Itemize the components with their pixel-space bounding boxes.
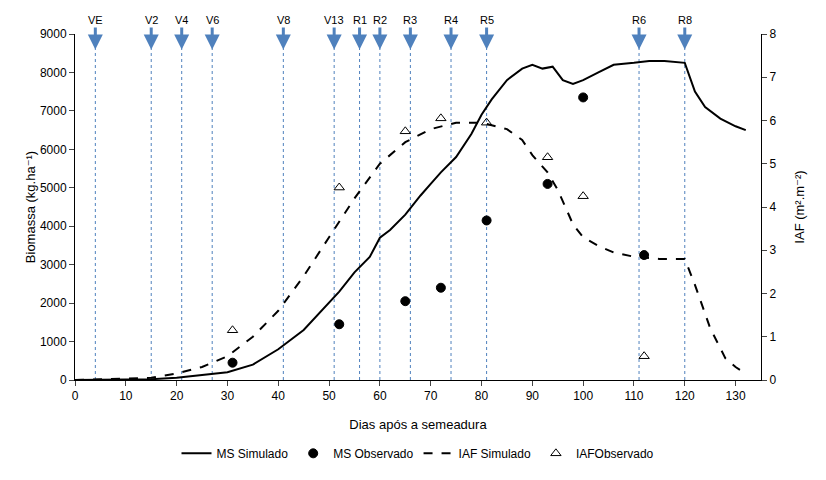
svg-text:20: 20 xyxy=(170,389,184,403)
svg-text:R1: R1 xyxy=(353,14,367,26)
svg-text:7: 7 xyxy=(769,70,776,84)
svg-text:40: 40 xyxy=(272,389,286,403)
svg-text:8: 8 xyxy=(769,27,776,41)
svg-text:V13: V13 xyxy=(324,14,344,26)
svg-text:Dias após a semeadura: Dias após a semeadura xyxy=(349,417,487,432)
svg-text:V2: V2 xyxy=(145,14,158,26)
svg-text:4: 4 xyxy=(769,200,776,214)
svg-text:1: 1 xyxy=(769,330,776,344)
svg-text:50: 50 xyxy=(322,389,336,403)
svg-text:V4: V4 xyxy=(175,14,188,26)
svg-text:10: 10 xyxy=(119,389,133,403)
svg-text:2: 2 xyxy=(769,287,776,301)
svg-text:R8: R8 xyxy=(678,14,692,26)
svg-text:4000: 4000 xyxy=(40,219,67,233)
svg-text:Biomassa (kg.ha⁻¹): Biomassa (kg.ha⁻¹) xyxy=(23,151,38,263)
svg-text:60: 60 xyxy=(373,389,387,403)
svg-text:70: 70 xyxy=(424,389,438,403)
svg-text:R4: R4 xyxy=(444,14,458,26)
svg-text:0: 0 xyxy=(60,373,67,387)
svg-text:1000: 1000 xyxy=(40,335,67,349)
svg-text:9000: 9000 xyxy=(40,27,67,41)
svg-text:IAFObservado: IAFObservado xyxy=(576,447,654,461)
svg-text:120: 120 xyxy=(675,389,695,403)
svg-text:7000: 7000 xyxy=(40,104,67,118)
svg-text:R5: R5 xyxy=(480,14,494,26)
svg-text:100: 100 xyxy=(573,389,593,403)
svg-text:V8: V8 xyxy=(277,14,290,26)
svg-text:110: 110 xyxy=(624,389,643,403)
svg-text:130: 130 xyxy=(726,389,746,403)
svg-text:3000: 3000 xyxy=(40,258,67,272)
svg-text:IAF (m².m⁻²): IAF (m².m⁻²) xyxy=(792,170,807,243)
svg-text:R6: R6 xyxy=(632,14,646,26)
svg-text:80: 80 xyxy=(475,389,489,403)
svg-text:IAF Simulado: IAF Simulado xyxy=(459,447,531,461)
svg-text:0: 0 xyxy=(769,373,776,387)
svg-text:3: 3 xyxy=(769,243,776,257)
svg-text:8000: 8000 xyxy=(40,66,67,80)
svg-text:VE: VE xyxy=(88,14,103,26)
svg-text:0: 0 xyxy=(72,389,79,403)
svg-text:V6: V6 xyxy=(206,14,219,26)
svg-text:R3: R3 xyxy=(403,14,417,26)
svg-text:30: 30 xyxy=(221,389,235,403)
svg-text:90: 90 xyxy=(526,389,540,403)
svg-text:5: 5 xyxy=(769,157,776,171)
svg-text:2000: 2000 xyxy=(40,296,67,310)
svg-text:MS Observado: MS Observado xyxy=(333,447,413,461)
svg-text:R2: R2 xyxy=(373,14,387,26)
svg-text:5000: 5000 xyxy=(40,181,67,195)
svg-text:6: 6 xyxy=(769,114,776,128)
svg-text:6000: 6000 xyxy=(40,143,67,157)
svg-text:MS Simulado: MS Simulado xyxy=(217,447,289,461)
